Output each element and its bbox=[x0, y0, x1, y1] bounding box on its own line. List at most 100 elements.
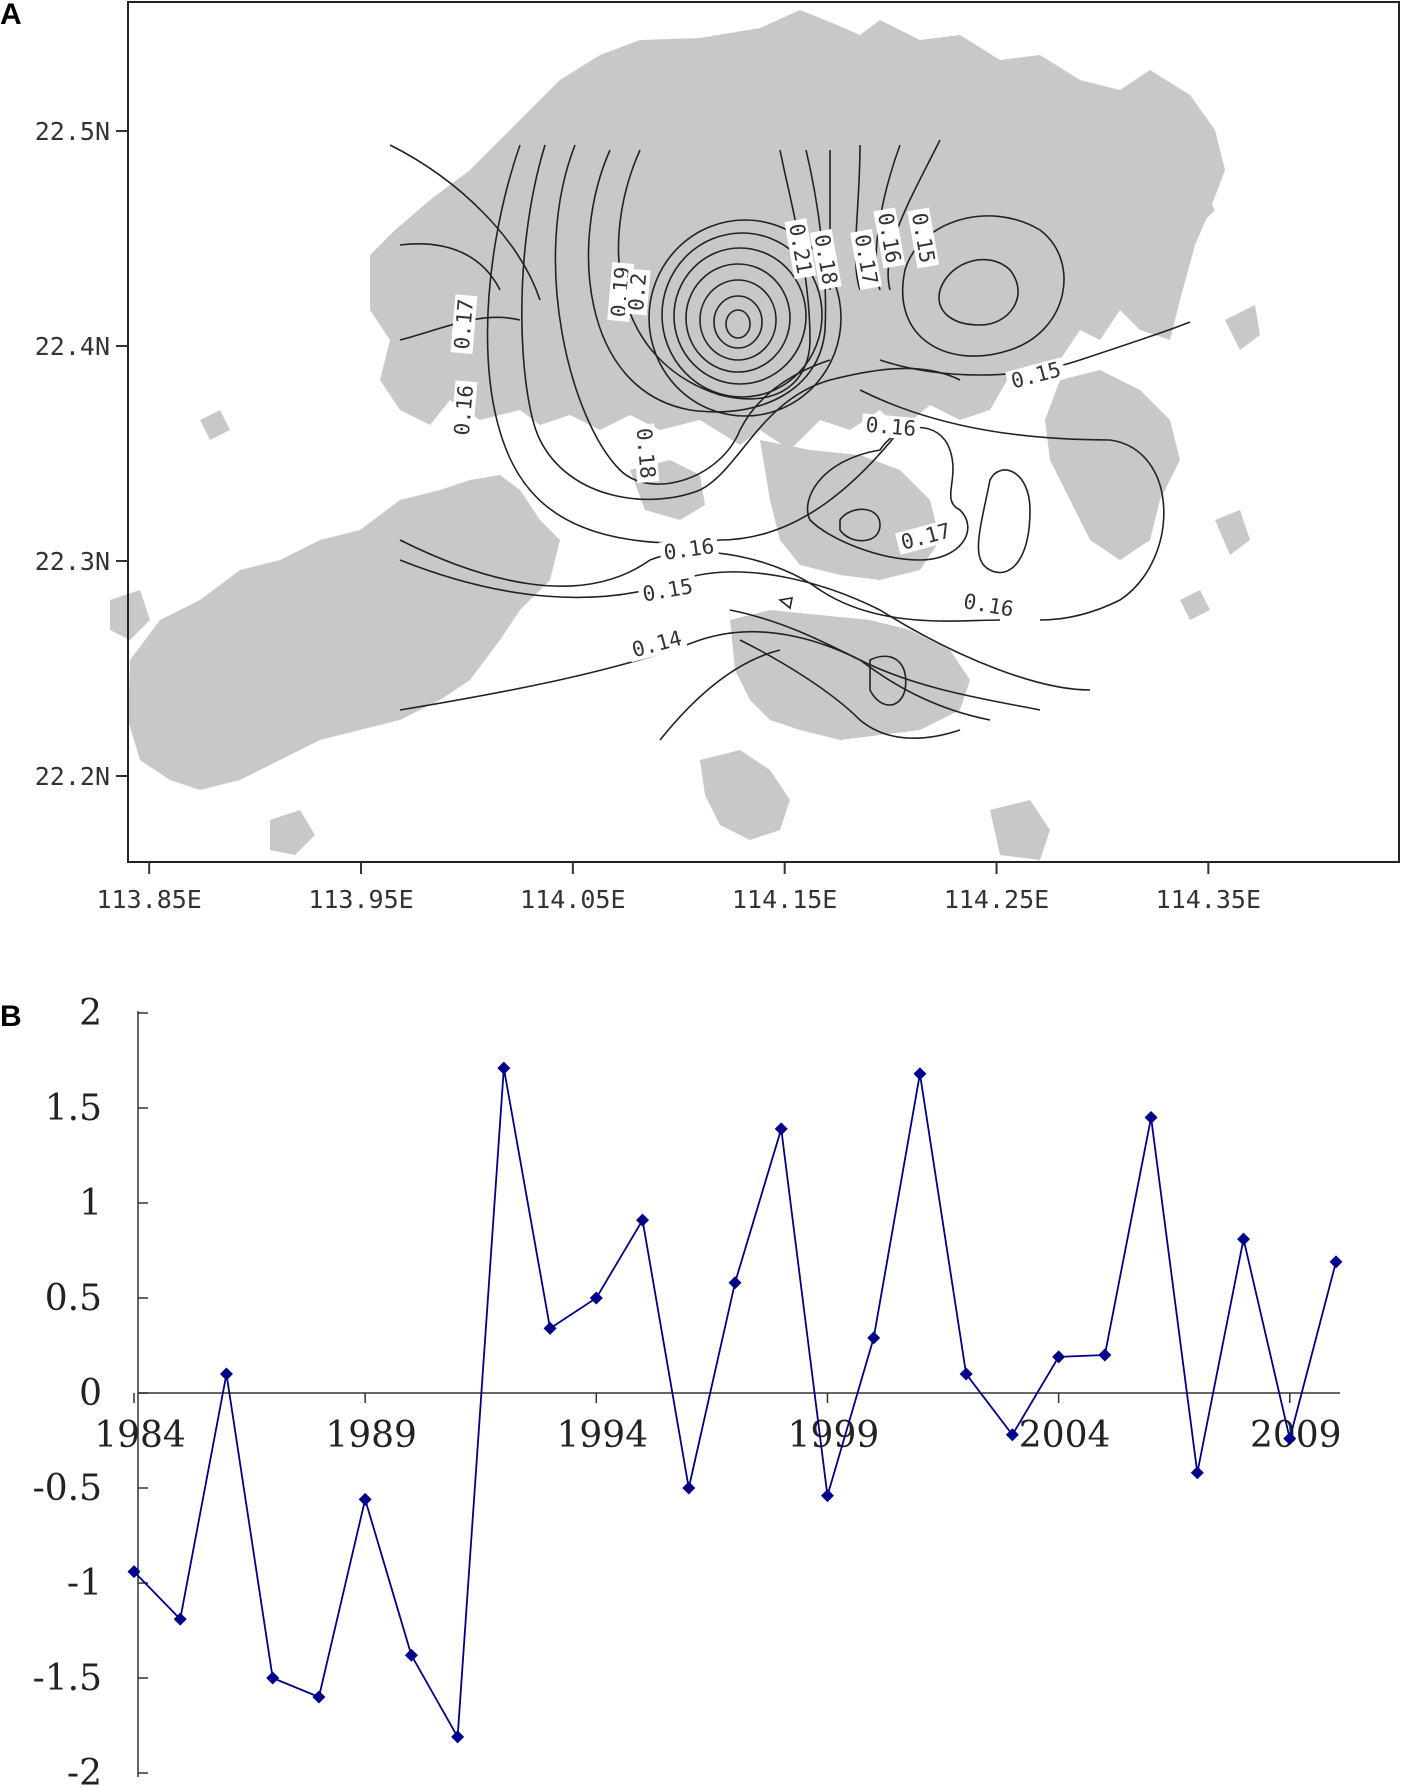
land-lamma bbox=[700, 750, 790, 840]
contour-label-bg bbox=[450, 294, 478, 355]
series-point bbox=[1052, 1350, 1066, 1364]
land-south-island-1 bbox=[990, 800, 1050, 860]
contour-0-17-east-lobe bbox=[977, 469, 1031, 574]
series-point bbox=[1005, 1428, 1019, 1442]
map-x-tick-label: 114.05E bbox=[520, 885, 625, 914]
series-point bbox=[1283, 1432, 1297, 1446]
series-point bbox=[589, 1291, 603, 1305]
contour-label: 0.16 bbox=[450, 384, 478, 436]
ts-y-tick-label: 1 bbox=[79, 1183, 102, 1224]
contour-label-bg bbox=[907, 207, 940, 269]
ts-y-tick-label: -0.5 bbox=[33, 1468, 102, 1509]
land-ne-island-2 bbox=[1170, 185, 1215, 230]
map-x-tick-label: 113.95E bbox=[308, 885, 413, 914]
contour-label-group: 0.16 bbox=[873, 207, 906, 269]
contour-label-bg bbox=[658, 534, 720, 565]
panel-a-label: A bbox=[0, 0, 22, 31]
contour-label: 0.16 bbox=[962, 589, 1016, 621]
contour-label: 0.18 bbox=[632, 427, 660, 479]
series-point bbox=[820, 1489, 834, 1503]
ts-series bbox=[127, 1061, 1343, 1744]
series-point bbox=[497, 1061, 511, 1075]
contour-0-14-s bbox=[399, 630, 1041, 711]
land-hk-island bbox=[730, 610, 970, 740]
panel-b-label: B bbox=[0, 1000, 22, 1033]
contour-0-15-s bbox=[399, 559, 1091, 691]
land-lantau bbox=[128, 475, 560, 790]
series-point bbox=[1190, 1466, 1204, 1480]
contour-lamma-line bbox=[659, 649, 781, 741]
land-islet-1 bbox=[200, 410, 230, 440]
series-point bbox=[404, 1648, 418, 1662]
contour-0-16 bbox=[486, 144, 901, 544]
contour-label-group: 0.14 bbox=[625, 625, 688, 663]
contour-hk-island-1 bbox=[729, 609, 991, 721]
contour-right-2 bbox=[854, 144, 861, 291]
contour-hk-island-2 bbox=[739, 639, 961, 739]
contour-hk-small-2 bbox=[778, 597, 794, 610]
series-point bbox=[266, 1671, 280, 1685]
series-point bbox=[728, 1276, 742, 1290]
contour-ring-3 bbox=[699, 279, 777, 361]
series-line bbox=[133, 1067, 1337, 1740]
contour-0-17-mid bbox=[806, 426, 969, 561]
contour-west-2 bbox=[399, 243, 501, 291]
contour-label-group: 0.15 bbox=[637, 574, 699, 607]
ts-x-tick-label: 1994 bbox=[556, 1415, 648, 1456]
contour-east-loop bbox=[902, 215, 1065, 357]
map-y-tick-label: 22.4N bbox=[35, 332, 110, 361]
map-y-tick-label: 22.5N bbox=[35, 117, 110, 146]
ts-y-tick-label: 2 bbox=[79, 993, 102, 1034]
land-kowloon bbox=[760, 440, 940, 580]
contour-label-bg bbox=[450, 380, 478, 441]
contour-label-bg bbox=[850, 229, 882, 290]
contour-label-bg bbox=[625, 625, 688, 663]
series-point bbox=[173, 1612, 187, 1626]
series-point bbox=[1098, 1348, 1112, 1362]
contour-label-group: 0.16 bbox=[450, 380, 478, 441]
time-series-chart: 2 1.5 1 0.5 0 -0.5 -1 -1.5 -2 1984 1989 1994 1999 20… bbox=[33, 993, 1343, 1790]
ts-y-tick-label: 0 bbox=[79, 1373, 102, 1414]
series-point bbox=[1144, 1111, 1158, 1124]
contour-label-bg bbox=[809, 229, 842, 290]
contour-label-group: 0.16 bbox=[958, 589, 1020, 622]
ts-x-tick-label: 2004 bbox=[1019, 1415, 1111, 1456]
series-point bbox=[913, 1067, 927, 1081]
land-ne-island-1 bbox=[1225, 305, 1260, 350]
contour-ring-6 bbox=[661, 232, 823, 398]
contour-labels: 0.160.170.190.20.180.210.18 0.170.16 0.150… bbox=[450, 207, 1067, 663]
contour-label-group: 0.21 bbox=[784, 218, 817, 280]
land-islet-2 bbox=[1180, 590, 1210, 620]
map-frame bbox=[127, 1, 1400, 863]
contour-label-bg bbox=[1005, 357, 1067, 394]
contour-0-17 bbox=[521, 144, 961, 501]
map-y-tick-label: 22.3N bbox=[35, 547, 110, 576]
contour-label: 0.15 bbox=[641, 574, 695, 606]
contour-map-chart: 0.160.170.190.20.180.210.18 0.170.16 0.150… bbox=[35, 1, 1400, 914]
series-point bbox=[358, 1492, 372, 1506]
series-point bbox=[451, 1730, 465, 1744]
ts-y-tick-label: -1.5 bbox=[33, 1658, 102, 1699]
contour-label-group: 0.16 bbox=[861, 413, 921, 441]
contour-label: 0.14 bbox=[629, 626, 684, 662]
contour-label-bg bbox=[873, 207, 906, 269]
contour-0-17-small bbox=[839, 508, 881, 542]
contour-east-inner bbox=[938, 258, 1019, 326]
contour-label-group: 0.16 bbox=[658, 534, 720, 565]
series-point bbox=[312, 1690, 326, 1704]
contour-ring-5 bbox=[673, 247, 807, 385]
contour-lines bbox=[389, 139, 1191, 741]
contour-label-bg bbox=[861, 413, 921, 441]
contour-ring-7 bbox=[648, 219, 842, 417]
series-point bbox=[959, 1367, 973, 1381]
contour-label-group: 0.18 bbox=[632, 423, 660, 484]
contour-label-bg bbox=[632, 423, 660, 484]
contour-label: 0.17 bbox=[450, 298, 478, 350]
contour-0-18 bbox=[554, 144, 831, 485]
series-point bbox=[1237, 1232, 1251, 1246]
ts-y-tick-label: -1 bbox=[67, 1563, 102, 1604]
map-y-axis: 22.5N 22.4N 22.3N 22.2N bbox=[35, 117, 128, 791]
contour-hk-small-1 bbox=[869, 655, 907, 706]
series-point bbox=[219, 1367, 233, 1381]
contour-west-1 bbox=[389, 144, 541, 301]
